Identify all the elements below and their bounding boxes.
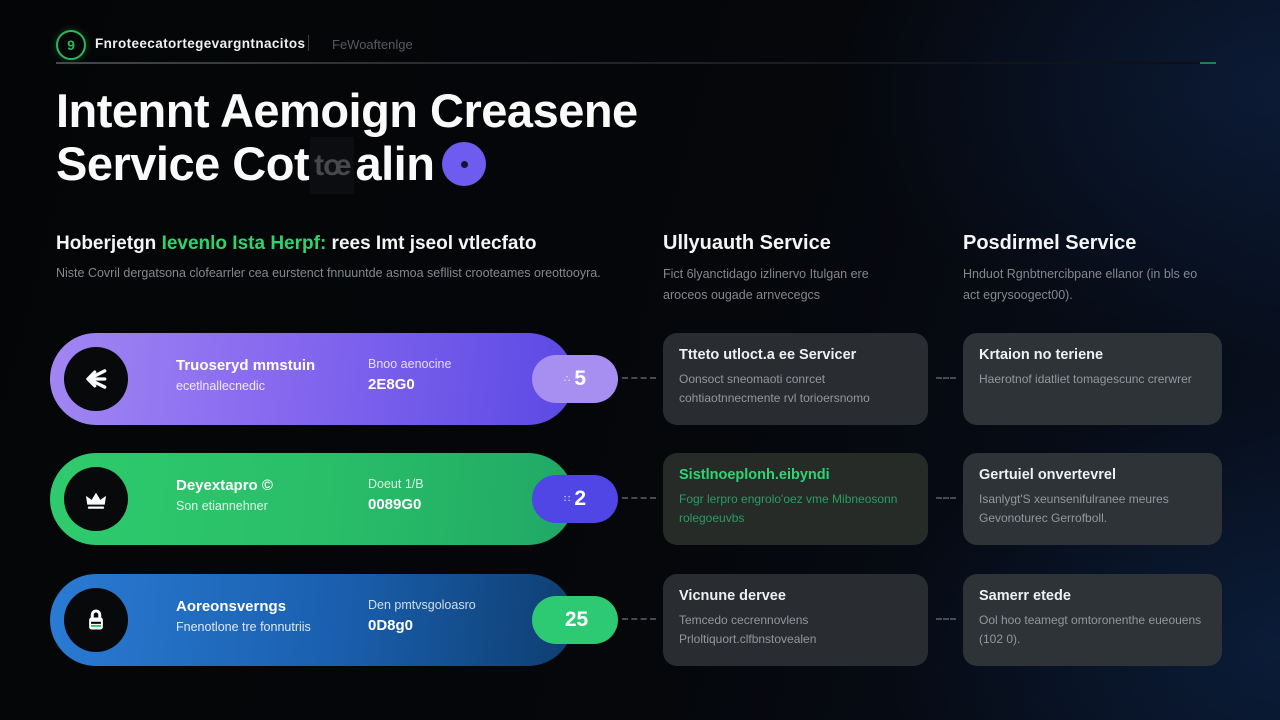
connector-line (622, 497, 656, 499)
card-body: Temcedo cecrennovlens Prloltiquort.clfbn… (679, 613, 817, 646)
brand-logo-icon: 9 (56, 30, 86, 60)
row-count-badge: 25 (532, 596, 618, 644)
topbar-underline (56, 62, 1214, 64)
row-stat-value: 2E8G0 (368, 376, 415, 393)
right-card-1: Krtaion no teriene Haerotnof idatliet to… (963, 333, 1222, 425)
card-body: Isanlygt'S xeunsenifulranee meures Gevon… (979, 492, 1169, 525)
row-title: Aoreonsverngs (176, 598, 287, 615)
middle-column-heading: Ullyuauth Service (663, 232, 831, 254)
connector-line (936, 618, 956, 620)
row-stat-value: 0D8g0 (368, 617, 414, 634)
right-column-description: Hnduot Rgnbtnercibpane ellanor (in bls e… (963, 267, 1198, 303)
row-title: Deyextapro © (176, 477, 273, 494)
service-row-1[interactable]: Truoseryd mmstuin ecetlnallecnedic Bnoo … (50, 333, 618, 425)
connector-line (936, 497, 956, 499)
row-subtitle: ecetlnallecnedic (176, 379, 265, 393)
row-count-badge: ∷ 2 (532, 475, 618, 523)
badge-number: 25 (564, 608, 589, 631)
connector-line (622, 618, 656, 620)
middle-column-description: Fict 6lyanctidago izlinervo Itulgan ere … (663, 267, 869, 303)
right-card-3: Samerr etede Ool hoo teamegt omtoronenth… (963, 574, 1222, 666)
lock-icon (64, 588, 128, 652)
left-heading-highlight: Ievenlo Ista Herpf: (161, 233, 327, 254)
service-row-2[interactable]: Deyextapro © Son etiannehner Doeut 1/B 0… (50, 453, 618, 545)
crown-icon (64, 467, 128, 531)
badge-number: 5 (574, 367, 587, 390)
left-heading-post: rees Imt jseol vtlecfato (326, 233, 537, 254)
card-body: Ool hoo teamegt omtoronenthe eueouens (1… (979, 613, 1202, 646)
topbar-underline-accent (1200, 62, 1216, 64)
page-title-line2: Service Cot (56, 137, 310, 190)
card-title: Samerr etede (979, 588, 1071, 604)
card-title: Vicnune dervee (679, 588, 786, 604)
middle-card-2: Sistlnoeplonh.eibyndi Fogr lerpro engrol… (663, 453, 928, 545)
badge-number: 2 (574, 487, 587, 510)
row-stat-value: 0089G0 (368, 496, 422, 513)
middle-card-3: Vicnune dervee Temcedo cecrennovlens Prl… (663, 574, 928, 666)
row-subtitle: Son etiannehner (176, 499, 268, 513)
left-column-description: Niste Covril dergatsona clofearrler cea … (56, 266, 601, 280)
row-title: Truoseryd mmstuin (176, 357, 316, 374)
card-title: Sistlnoeplonh.eibyndi (679, 467, 830, 483)
service-row-3[interactable]: Aoreonsverngs Fnenotlone tre fonnutriis … (50, 574, 618, 666)
page-title-line1: Intennt Aemoign Creasene (56, 84, 638, 137)
topbar-nav-link[interactable]: FeWoaftenlge (332, 37, 413, 52)
badge-decor: ∴ (563, 373, 572, 385)
card-body: Haerotnof idatliet tomagescunc crerwrer (979, 372, 1192, 386)
right-column-heading: Posdirmel Service (963, 232, 1137, 254)
purple-dot-icon (442, 141, 487, 186)
row-stat-label: Den pmtvsgoloasro (368, 598, 476, 612)
page-title: Intennt Aemoign Creasene Service Cot tœ al… (56, 84, 638, 199)
right-card-2: Gertuiel onvertevrel Isanlygt'S xeunseni… (963, 453, 1222, 545)
middle-card-1: Ttteto utloct.a ee Servicer Oonsoct sneo… (663, 333, 928, 425)
row-stat-label: Bnoo aenocine (368, 357, 452, 371)
card-body: Oonsoct sneomaoti conrcet cohtiaotnnecme… (679, 372, 870, 405)
left-column-heading: Hoberjetgn Ievenlo Ista Herpf: rees Imt … (56, 233, 536, 255)
row-count-badge: ∴ 5 (532, 355, 618, 403)
card-title: Krtaion no teriene (979, 347, 1104, 363)
left-heading-pre: Hoberjetgn (56, 233, 162, 254)
card-body: Fogr lerpro engrolo'oez vme Mibneosonn r… (679, 492, 898, 525)
connector-line (622, 377, 656, 379)
row-stat-label: Doeut 1/B (368, 477, 424, 491)
row-subtitle: Fnenotlone tre fonnutriis (176, 620, 311, 634)
card-title: Gertuiel onvertevrel (979, 467, 1116, 483)
page-title-line2-end: alin (355, 137, 435, 190)
connector-line (936, 377, 956, 379)
brand-name: Fnroteecatortegevargntnacitos (95, 36, 306, 51)
glitch-artifact: tœ (310, 137, 355, 194)
badge-decor: ∷ (563, 493, 572, 505)
card-title: Ttteto utloct.a ee Servicer (679, 347, 857, 363)
topbar-divider (308, 35, 309, 51)
arrow-left-icon (64, 347, 128, 411)
